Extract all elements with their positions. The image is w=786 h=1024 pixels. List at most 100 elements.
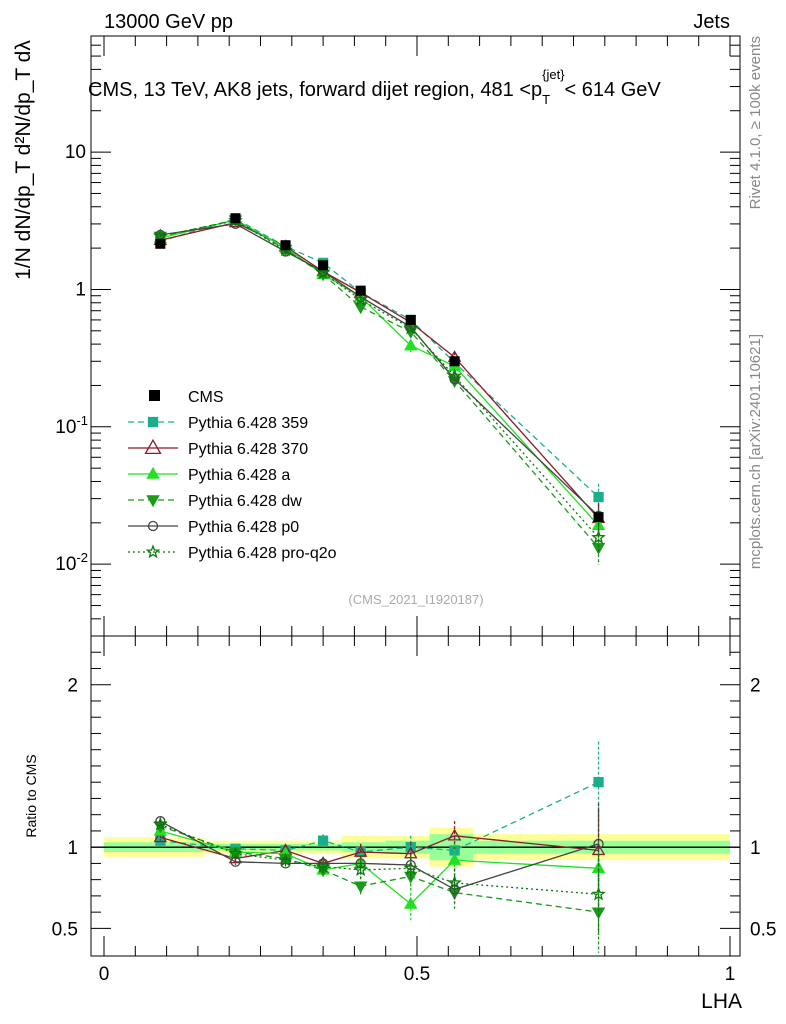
x-tick-label: 1 [725, 964, 736, 985]
legend-entry-ppro: Pythia 6.428 pro-q2o [128, 544, 337, 562]
series-point-ratio [280, 858, 291, 869]
series-point-ratio [315, 858, 331, 873]
plot-title-main: CMS, 13 TeV, AK8 jets, forward dijet reg… [88, 79, 542, 101]
series-point-ratio [278, 852, 293, 867]
legend-marker-cms [149, 390, 160, 401]
series-line-ratio [160, 781, 599, 853]
plot-title-end: < 614 GeV [565, 79, 662, 101]
series-point-ratio [447, 828, 462, 841]
y-axis-label: 1/N dN/dp_T d²N/dp_T dλ [12, 40, 35, 280]
ratio-tick-label: 1 [67, 838, 78, 859]
series-point-main [403, 338, 418, 351]
y-tick-label: 10-1 [55, 413, 88, 438]
series-point-main [591, 542, 606, 555]
ratio-tick-label-right: 1 [750, 838, 761, 859]
y-tick-label: 1 [75, 279, 86, 300]
cms-data-point [318, 260, 329, 271]
legend-entry-cms: CMS [149, 389, 224, 406]
series-line-ratio [160, 825, 599, 913]
legend-marker-pa [146, 466, 160, 479]
series-point-main [591, 529, 606, 544]
analysis-id: (CMS_2021_I1920187) [348, 592, 483, 607]
series-ppro [153, 212, 606, 935]
series-point-ratio [593, 838, 604, 850]
series-cms [155, 213, 604, 523]
series-point-main [353, 302, 368, 315]
ratio-plot-frame [90, 635, 741, 957]
series-point-ratio [593, 777, 604, 788]
cms-data-point [230, 213, 241, 224]
legend-marker-p370 [144, 438, 162, 455]
series-line-main [160, 218, 599, 498]
x-axis-label: LHA [701, 990, 742, 1013]
series-point-main [353, 291, 368, 306]
legend-label-p370: Pythia 6.428 370 [188, 441, 308, 458]
series-point-ratio [153, 830, 168, 843]
ratio-axis-label: Ratio to CMS [23, 754, 39, 837]
series-point-ratio [591, 907, 606, 920]
series-point-main [449, 374, 460, 385]
series-point-ratio [591, 886, 606, 901]
legend-label-pdw: Pythia 6.428 dw [188, 493, 302, 510]
cms-data-point [280, 240, 291, 251]
rivet-label: Rivet 4.1.0, ≥ 100k events [747, 36, 764, 209]
series-point-main [447, 368, 462, 383]
ratio-tick-label-right: 2 [750, 676, 761, 697]
series-point-ratio [403, 896, 418, 909]
series-line-main [160, 221, 599, 519]
header-left: 13000 GeV pp [104, 11, 233, 33]
plot-title: CMS, 13 TeV, AK8 jets, forward dijet reg… [88, 67, 661, 107]
series-point-main [315, 265, 331, 280]
series-line-ratio [160, 823, 599, 895]
legend-label-pa: Pythia 6.428 a [188, 467, 290, 484]
series-point-ratio [317, 835, 329, 846]
header-right: Jets [693, 11, 730, 33]
series-pa [153, 212, 606, 921]
series-point-ratio [353, 881, 368, 894]
ratio-tick-label: 2 [67, 676, 78, 697]
series-point-main [403, 320, 419, 335]
plot-title-sup: {jet} [542, 67, 565, 82]
y-tick-label: 10-2 [55, 550, 88, 575]
series-line-ratio [160, 835, 599, 865]
legend-label-p359: Pythia 6.428 359 [188, 415, 308, 432]
series-point-ratio [230, 856, 241, 867]
legend-label-ppro: Pythia 6.428 pro-q2o [188, 545, 337, 562]
series-point-ratio [447, 875, 462, 890]
y-tick-exponent: -1 [76, 413, 88, 428]
legend: CMS Pythia 6.428 359 Pythia 6.428 370 Pyth… [128, 389, 337, 562]
series-point-ratio [155, 816, 166, 827]
legend-marker-pp0 [147, 520, 159, 532]
cms-data-point [593, 512, 604, 523]
series-point-ratio [403, 860, 419, 875]
series-point-ratio [228, 845, 243, 860]
cms-data-point [449, 356, 460, 367]
series-line-main [160, 223, 599, 517]
mcplots-label: mcplots.cern.ch [arXiv:2401.10621] [747, 334, 764, 569]
series-point-ratio [153, 816, 168, 831]
cms-data-point [405, 314, 416, 325]
legend-marker-ppro [145, 544, 161, 559]
ratio-tick-label: 0.5 [52, 919, 78, 940]
legend-entry-pa: Pythia 6.428 a [128, 466, 290, 484]
y-tick-label: 10 [65, 142, 86, 163]
legend-entry-p370: Pythia 6.428 370 [128, 438, 308, 458]
legend-marker-p359 [147, 416, 159, 428]
legend-label-cms: CMS [188, 389, 224, 406]
series-line-main [160, 219, 599, 549]
y-tick-exponent: -2 [76, 550, 88, 565]
cms-data-point [355, 285, 366, 296]
series-line-ratio [160, 830, 599, 905]
legend-entry-pp0: Pythia 6.428 p0 [128, 519, 299, 536]
ratio-tick-label-right: 0.5 [750, 919, 776, 940]
series-point-ratio [447, 852, 462, 865]
legend-label-pp0: Pythia 6.428 p0 [188, 519, 299, 536]
legend-marker-pdw [146, 495, 160, 508]
series-point-main [153, 228, 168, 243]
series-p359 [155, 213, 604, 864]
series-point-main [593, 491, 604, 503]
cms-data-point [155, 238, 166, 249]
series-line-main [160, 220, 599, 539]
x-tick-label: 0 [99, 964, 110, 985]
